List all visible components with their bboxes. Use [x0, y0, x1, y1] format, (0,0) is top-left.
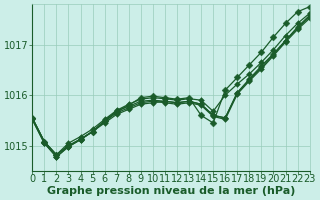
- X-axis label: Graphe pression niveau de la mer (hPa): Graphe pression niveau de la mer (hPa): [47, 186, 295, 196]
